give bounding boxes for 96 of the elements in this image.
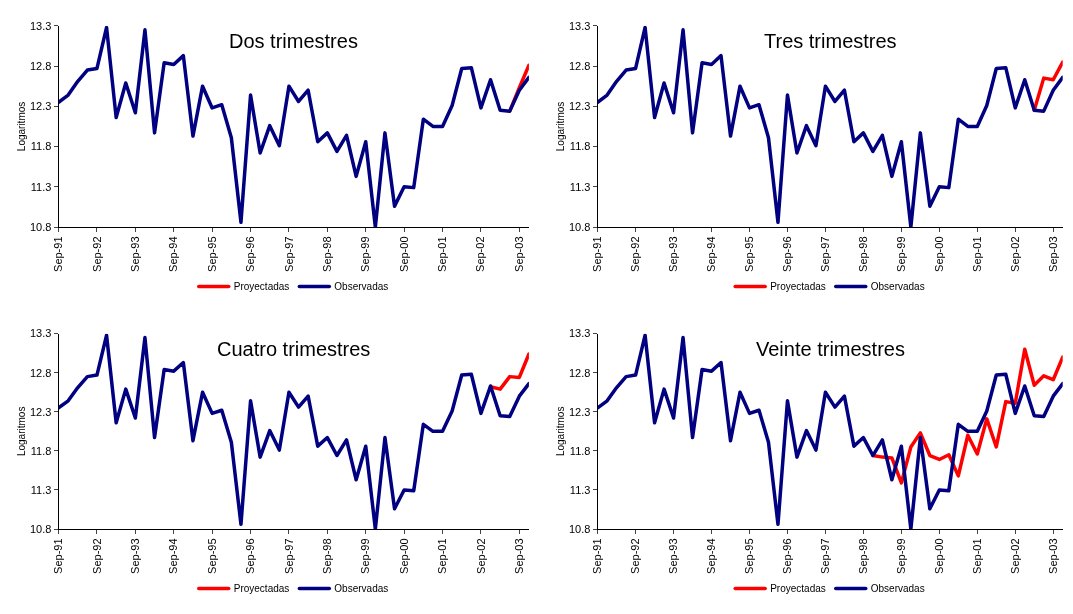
x-tick-label: Sep-98	[856, 538, 869, 574]
y-tick-label: 12.8	[29, 59, 52, 72]
x-tick-label: Sep-91	[52, 538, 65, 574]
x-tick-label: Sep-97	[819, 236, 831, 272]
y-tick-label: 11.8	[30, 140, 52, 153]
x-tick-label: Sep-01	[970, 538, 983, 574]
x-tick-label: Sep-95	[205, 538, 218, 574]
line-series	[597, 333, 1063, 529]
x-tick-label: Sep-91	[591, 236, 604, 272]
y-tick-label: 12.8	[569, 366, 591, 379]
x-tick-label: Sep-00	[397, 236, 410, 272]
line-series	[58, 333, 529, 529]
legend-label: Observadas	[870, 281, 925, 293]
x-tick-label: Sep-96	[781, 236, 794, 272]
x-tick-label: Sep-00	[932, 236, 945, 272]
x-tick-label: Sep-96	[781, 538, 794, 574]
x-tick-label: Sep-95	[743, 538, 756, 574]
x-tick-label: Sep-03	[512, 538, 525, 574]
x-tick-label: Sep-00	[932, 538, 945, 574]
x-tick-label: Sep-02	[474, 538, 487, 574]
x-tick-label: Sep-94	[167, 538, 180, 574]
y-tick-label: 11.3	[569, 483, 591, 496]
legend-label: Proyectadas	[233, 583, 290, 595]
x-tick-label: Sep-96	[244, 538, 257, 574]
y-tick-label: 11.3	[30, 483, 52, 496]
legend-label: Proyectadas	[770, 281, 826, 293]
x-tick-label: Sep-99	[359, 538, 372, 574]
x-tick-label: Sep-93	[667, 236, 680, 272]
y-tick-label: 13.3	[29, 327, 52, 340]
x-tick-label: Sep-92	[90, 538, 103, 574]
x-tick-label: Sep-97	[282, 538, 295, 574]
chart-title: Cuatro trimestres	[217, 338, 371, 360]
chart-title: Veinte trimestres	[756, 338, 905, 360]
x-tick-label: Sep-03	[1046, 538, 1059, 574]
line-series	[597, 25, 1063, 228]
y-axis-title: Logaritmos	[555, 101, 567, 152]
legend-label: Observadas	[870, 583, 925, 595]
x-tick-label: Sep-00	[397, 538, 410, 574]
y-tick-label: 13.3	[29, 19, 52, 32]
y-axis-title: Logaritmos	[15, 406, 27, 457]
x-tick-label: Sep-94	[705, 538, 718, 574]
x-tick-label: Sep-94	[167, 236, 180, 272]
x-tick-label: Sep-92	[629, 538, 642, 574]
chart-title: Tres trimestres	[764, 30, 897, 52]
y-tick-label: 10.8	[569, 522, 591, 535]
y-tick-label: 12.8	[29, 366, 52, 379]
y-tick-label: 10.8	[569, 220, 591, 233]
x-tick-label: Sep-99	[359, 236, 372, 272]
y-tick-label: 11.8	[569, 444, 591, 457]
x-tick-label: Sep-02	[474, 236, 487, 272]
legend-label: Proyectadas	[233, 281, 290, 293]
x-tick-label: Sep-92	[90, 236, 103, 272]
x-tick-label: Sep-02	[1008, 236, 1021, 272]
x-tick-label: Sep-01	[436, 236, 449, 272]
y-tick-label: 11.8	[569, 140, 591, 153]
x-tick-label: Sep-02	[1008, 538, 1021, 574]
x-tick-label: Sep-95	[205, 236, 218, 272]
x-tick-label: Sep-93	[128, 538, 141, 574]
x-tick-label: Sep-97	[282, 236, 295, 272]
x-tick-label: Sep-03	[1046, 236, 1059, 272]
y-axis-title: Logaritmos	[555, 406, 567, 457]
y-tick-label: 12.8	[569, 59, 591, 72]
y-tick-label: 11.3	[30, 180, 52, 193]
legend-label: Observadas	[334, 583, 389, 595]
chart-title: Dos trimestres	[229, 30, 358, 52]
y-tick-label: 10.8	[29, 522, 52, 535]
legend-label: Observadas	[334, 281, 389, 293]
x-tick-label: Sep-91	[52, 236, 65, 272]
x-tick-label: Sep-98	[856, 236, 869, 272]
x-tick-label: Sep-01	[970, 236, 983, 272]
y-tick-label: 11.8	[30, 444, 52, 457]
x-tick-label: Sep-93	[667, 538, 680, 574]
x-tick-label: Sep-99	[894, 236, 907, 272]
y-tick-label: 10.8	[29, 220, 52, 233]
y-tick-label: 12.3	[569, 100, 591, 113]
x-tick-label: Sep-91	[591, 538, 604, 574]
y-tick-label: 13.3	[569, 19, 591, 32]
legend-label: Proyectadas	[770, 583, 826, 595]
x-tick-label: Sep-96	[244, 236, 257, 272]
line-series	[58, 25, 529, 228]
y-tick-label: 12.3	[29, 100, 52, 113]
y-tick-label: 13.3	[569, 327, 591, 340]
y-tick-label: 12.3	[29, 405, 52, 418]
x-tick-label: Sep-97	[819, 538, 831, 574]
x-tick-label: Sep-03	[512, 236, 525, 272]
x-tick-label: Sep-99	[894, 538, 907, 574]
x-tick-label: Sep-93	[128, 236, 141, 272]
y-tick-label: 12.3	[569, 405, 591, 418]
y-axis-title: Logaritmos	[15, 101, 27, 152]
y-tick-label: 11.3	[569, 180, 591, 193]
x-tick-label: Sep-98	[320, 538, 333, 574]
x-tick-label: Sep-01	[436, 538, 449, 574]
x-tick-label: Sep-92	[629, 236, 642, 272]
x-tick-label: Sep-94	[705, 236, 718, 272]
x-tick-label: Sep-95	[743, 236, 756, 272]
x-tick-label: Sep-98	[320, 236, 333, 272]
